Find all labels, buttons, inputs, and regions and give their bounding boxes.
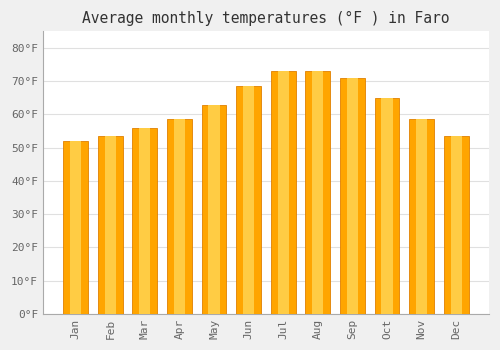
Bar xyxy=(70,141,82,314)
Bar xyxy=(236,86,261,314)
Bar xyxy=(104,136,116,314)
Bar xyxy=(312,71,324,314)
Bar xyxy=(444,136,468,314)
Bar xyxy=(63,141,88,314)
Bar xyxy=(174,119,185,314)
Bar xyxy=(271,71,295,314)
Bar xyxy=(409,119,434,314)
Bar xyxy=(416,119,427,314)
Bar xyxy=(340,78,365,314)
Bar xyxy=(167,119,192,314)
Bar xyxy=(347,78,358,314)
Bar xyxy=(140,128,150,314)
Bar xyxy=(208,105,220,314)
Bar xyxy=(132,128,158,314)
Bar xyxy=(243,86,254,314)
Bar xyxy=(98,136,122,314)
Title: Average monthly temperatures (°F ) in Faro: Average monthly temperatures (°F ) in Fa… xyxy=(82,11,450,26)
Bar xyxy=(202,105,226,314)
Bar xyxy=(374,98,400,314)
Bar xyxy=(306,71,330,314)
Bar xyxy=(382,98,392,314)
Bar xyxy=(278,71,289,314)
Bar xyxy=(450,136,462,314)
